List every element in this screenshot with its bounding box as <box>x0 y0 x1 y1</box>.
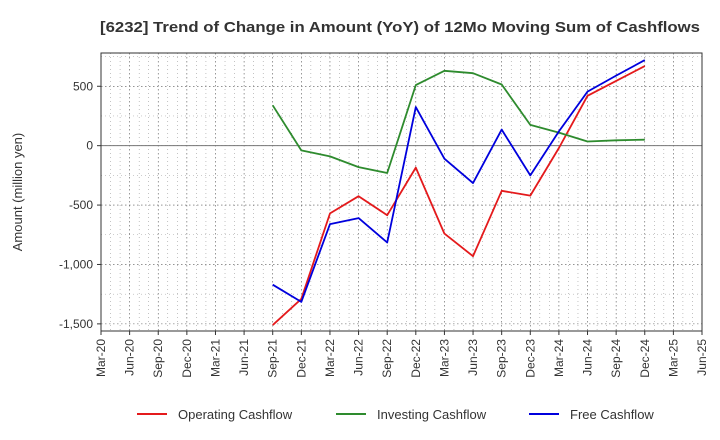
x-tick-label: Dec-24 <box>638 339 652 378</box>
series-line-free-cashflow <box>272 59 646 303</box>
x-tick-label: Sep-21 <box>266 339 280 378</box>
x-tick-label: Dec-20 <box>180 339 194 378</box>
y-tick-label: -500 <box>69 198 93 212</box>
x-tick-label: Dec-22 <box>409 339 423 378</box>
x-tick-label: Mar-23 <box>437 339 451 377</box>
chart-title: [6232] Trend of Change in Amount (YoY) o… <box>100 19 700 36</box>
legend-label: Investing Cashflow <box>377 407 487 422</box>
legend-label: Free Cashflow <box>570 407 654 422</box>
x-tick-label: Mar-25 <box>666 339 680 377</box>
series-line-operating-cashflow <box>272 65 646 326</box>
y-tick-label: -1,000 <box>59 257 93 271</box>
series-lines <box>271 59 646 326</box>
x-tick-label: Sep-23 <box>495 339 509 378</box>
legend-item: Investing Cashflow <box>336 407 487 422</box>
x-tick-label: Mar-22 <box>323 339 337 377</box>
x-tick-label: Sep-24 <box>609 339 623 378</box>
x-tick-label: Mar-21 <box>208 339 222 377</box>
x-tick-label: Jun-23 <box>466 339 480 376</box>
x-tick-label: Sep-22 <box>380 339 394 378</box>
y-tick-label: 500 <box>73 79 93 93</box>
series-line-investing-cashflow <box>271 69 645 174</box>
x-tick-label: Jun-21 <box>237 339 251 376</box>
x-tick-label: Mar-20 <box>94 339 108 377</box>
legend-item: Free Cashflow <box>529 407 654 422</box>
x-tick-label: Dec-21 <box>294 339 308 378</box>
x-tick-label: Jun-22 <box>352 339 366 376</box>
x-tick-label: Sep-20 <box>151 339 165 378</box>
x-tick-label: Jun-25 <box>695 339 709 376</box>
x-tick-label: Jun-24 <box>581 339 595 376</box>
plot-frame <box>100 52 703 332</box>
legend-item: Operating Cashflow <box>137 407 293 422</box>
x-tick-label: Jun-20 <box>123 339 137 376</box>
x-tick-label: Dec-23 <box>523 339 537 378</box>
y-tick-label: -1,500 <box>59 317 93 331</box>
legend-label: Operating Cashflow <box>178 407 293 422</box>
x-tick-label: Mar-24 <box>552 339 566 377</box>
y-axis-label: Amount (million yen) <box>10 133 25 252</box>
y-tick-label: 0 <box>86 139 93 153</box>
legend: Operating Cashflow Investing Cashflow Free… <box>137 407 654 422</box>
